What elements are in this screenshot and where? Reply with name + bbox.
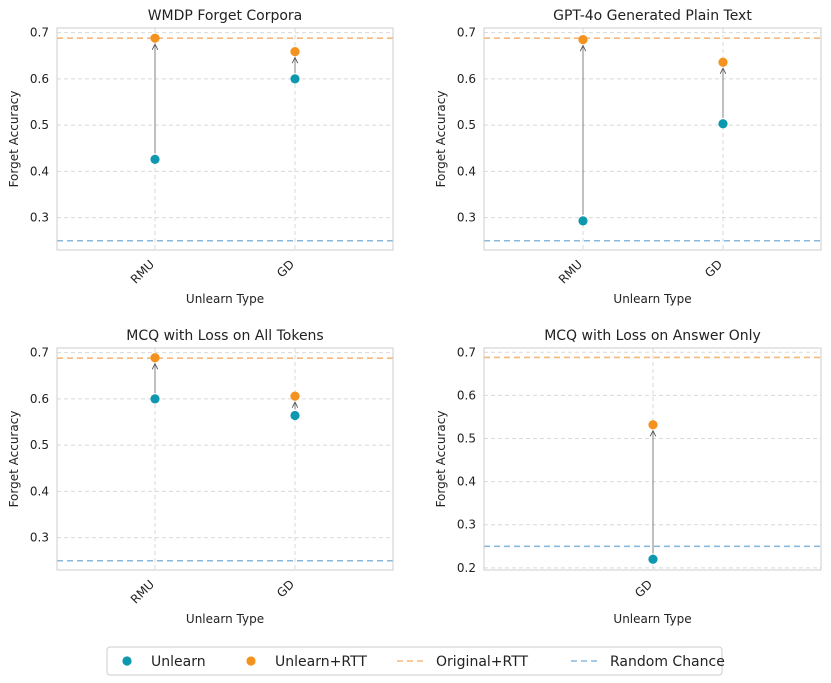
x-axis-label: Unlearn Type <box>186 612 264 626</box>
y-axis-label: Forget Accuracy <box>434 91 448 188</box>
point-unlearn-rtt <box>290 391 300 401</box>
x-tick-label: GD <box>632 577 655 600</box>
x-tick-label: RMU <box>128 577 157 606</box>
legend-item: Unlearn+RTT <box>246 654 367 670</box>
legend-label: Random Chance <box>610 654 725 670</box>
y-tick-label: 0.2 <box>457 561 476 575</box>
x-axis-label: Unlearn Type <box>613 292 691 306</box>
axes-frame <box>483 347 822 571</box>
point-unlearn <box>150 394 160 404</box>
y-axis-label: Forget Accuracy <box>7 91 21 188</box>
legend-item: Unlearn <box>122 654 206 670</box>
y-tick-label: 0.7 <box>457 345 476 359</box>
subplot-2: 0.3 0.4 0.5 0.6 0.7 RMU GD GPT-4o Generated Pla… <box>434 8 822 306</box>
y-tick-label: 0.5 <box>30 118 49 132</box>
legend-box <box>106 646 723 676</box>
y-tick-label: 0.7 <box>30 26 49 40</box>
axes-frame <box>56 27 394 251</box>
point-unlearn-rtt <box>578 34 588 45</box>
y-tick-label: 0.4 <box>30 484 49 498</box>
x-tick-label: GD <box>274 257 297 280</box>
y-tick-label: 0.7 <box>30 346 49 360</box>
subplot-3: 0.3 0.4 0.5 0.6 0.7 RMU GD MCQ with Loss on All… <box>7 328 394 626</box>
legend-item: Random Chance <box>571 654 725 670</box>
y-tick-label: 0.3 <box>457 211 476 225</box>
legend-label: Unlearn+RTT <box>275 654 367 670</box>
legend-marker <box>122 656 132 666</box>
legend-item: Original+RTT <box>397 654 529 670</box>
subplot-title: MCQ with Loss on All Tokens <box>126 328 323 344</box>
point-unlearn-rtt <box>718 57 728 67</box>
point-unlearn <box>578 216 588 226</box>
x-tick-label: RMU <box>556 257 585 286</box>
axes-frame <box>483 27 822 251</box>
y-tick-label: 0.4 <box>457 475 476 489</box>
y-tick-label: 0.6 <box>30 72 49 86</box>
point-unlearn <box>718 119 728 129</box>
y-tick-label: 0.5 <box>457 432 476 446</box>
y-axis-label: Forget Accuracy <box>7 411 21 508</box>
subplot-title: MCQ with Loss on Answer Only <box>544 328 761 344</box>
subplot-title: WMDP Forget Corpora <box>148 8 303 24</box>
y-tick-label: 0.3 <box>30 531 49 545</box>
y-tick-label: 0.5 <box>457 118 476 132</box>
y-tick-label: 0.3 <box>457 518 476 532</box>
y-axis-label: Forget Accuracy <box>434 411 448 508</box>
x-tick-label: GD <box>702 257 725 280</box>
x-axis-label: Unlearn Type <box>186 292 264 306</box>
legend-label: Original+RTT <box>436 654 529 670</box>
x-axis-label: Unlearn Type <box>613 612 691 626</box>
y-tick-label: 0.5 <box>30 438 49 452</box>
legend-marker <box>246 656 256 666</box>
point-unlearn-rtt <box>150 33 160 43</box>
point-unlearn-rtt <box>150 353 160 363</box>
subplot-4: 0.2 0.3 0.4 0.5 0.6 0.7 GD MCQ with Loss on Ans… <box>434 328 822 626</box>
subplot-title: GPT-4o Generated Plain Text <box>553 8 752 24</box>
y-tick-label: 0.6 <box>457 388 476 402</box>
y-tick-label: 0.4 <box>30 164 49 178</box>
point-unlearn <box>290 410 300 421</box>
y-tick-label: 0.6 <box>457 72 476 86</box>
x-tick-label: RMU <box>128 257 157 286</box>
y-tick-label: 0.4 <box>457 164 476 178</box>
subplot-1: 0.3 0.4 0.5 0.6 0.7 RMU GD WMDP Forget Corpora U… <box>7 8 394 306</box>
y-tick-label: 0.7 <box>457 26 476 40</box>
axes-frame <box>56 347 394 571</box>
point-unlearn-rtt <box>290 46 300 57</box>
legend: Unlearn Unlearn+RTT Original+RTT Random Cha… <box>106 646 725 676</box>
point-unlearn <box>150 154 160 164</box>
point-unlearn <box>648 554 658 564</box>
x-tick-label: GD <box>274 577 297 600</box>
point-unlearn-rtt <box>648 420 658 430</box>
subplots: 0.3 0.4 0.5 0.6 0.7 RMU GD WMDP Forget Corpora U… <box>7 8 822 626</box>
legend-label: Unlearn <box>151 654 206 670</box>
y-tick-label: 0.6 <box>30 392 49 406</box>
y-tick-label: 0.3 <box>30 211 49 225</box>
point-unlearn <box>290 74 300 84</box>
